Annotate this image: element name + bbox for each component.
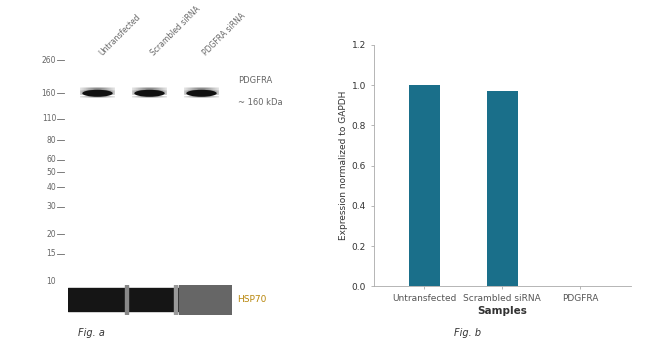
Text: Scrambled siRNA: Scrambled siRNA	[150, 5, 202, 58]
Text: ~ 160 kDa: ~ 160 kDa	[238, 98, 283, 107]
Text: 40: 40	[46, 183, 56, 192]
X-axis label: Samples: Samples	[477, 306, 527, 316]
Text: 10: 10	[46, 277, 56, 286]
Y-axis label: Expression normalized to GAPDH: Expression normalized to GAPDH	[339, 91, 348, 240]
Bar	[487, 91, 517, 286]
Text: 80: 80	[46, 136, 56, 145]
Text: PDGFRA siRNA: PDGFRA siRNA	[202, 12, 248, 58]
Text: 60: 60	[46, 155, 56, 164]
Text: 110: 110	[42, 114, 56, 123]
Bar	[409, 85, 440, 286]
Text: Fig. b: Fig. b	[454, 328, 482, 338]
Text: 30: 30	[46, 202, 56, 211]
Text: 20: 20	[46, 230, 56, 239]
Text: HSP70: HSP70	[237, 295, 266, 304]
Text: PDGFRA: PDGFRA	[238, 76, 272, 85]
Text: 15: 15	[46, 249, 56, 258]
Text: 260: 260	[42, 56, 56, 65]
Text: Untransfected: Untransfected	[98, 13, 142, 58]
Text: 160: 160	[42, 89, 56, 98]
Ellipse shape	[135, 90, 164, 97]
Ellipse shape	[83, 90, 112, 97]
Ellipse shape	[187, 90, 216, 97]
Text: 50: 50	[46, 168, 56, 177]
Text: Fig. a: Fig. a	[77, 328, 105, 338]
